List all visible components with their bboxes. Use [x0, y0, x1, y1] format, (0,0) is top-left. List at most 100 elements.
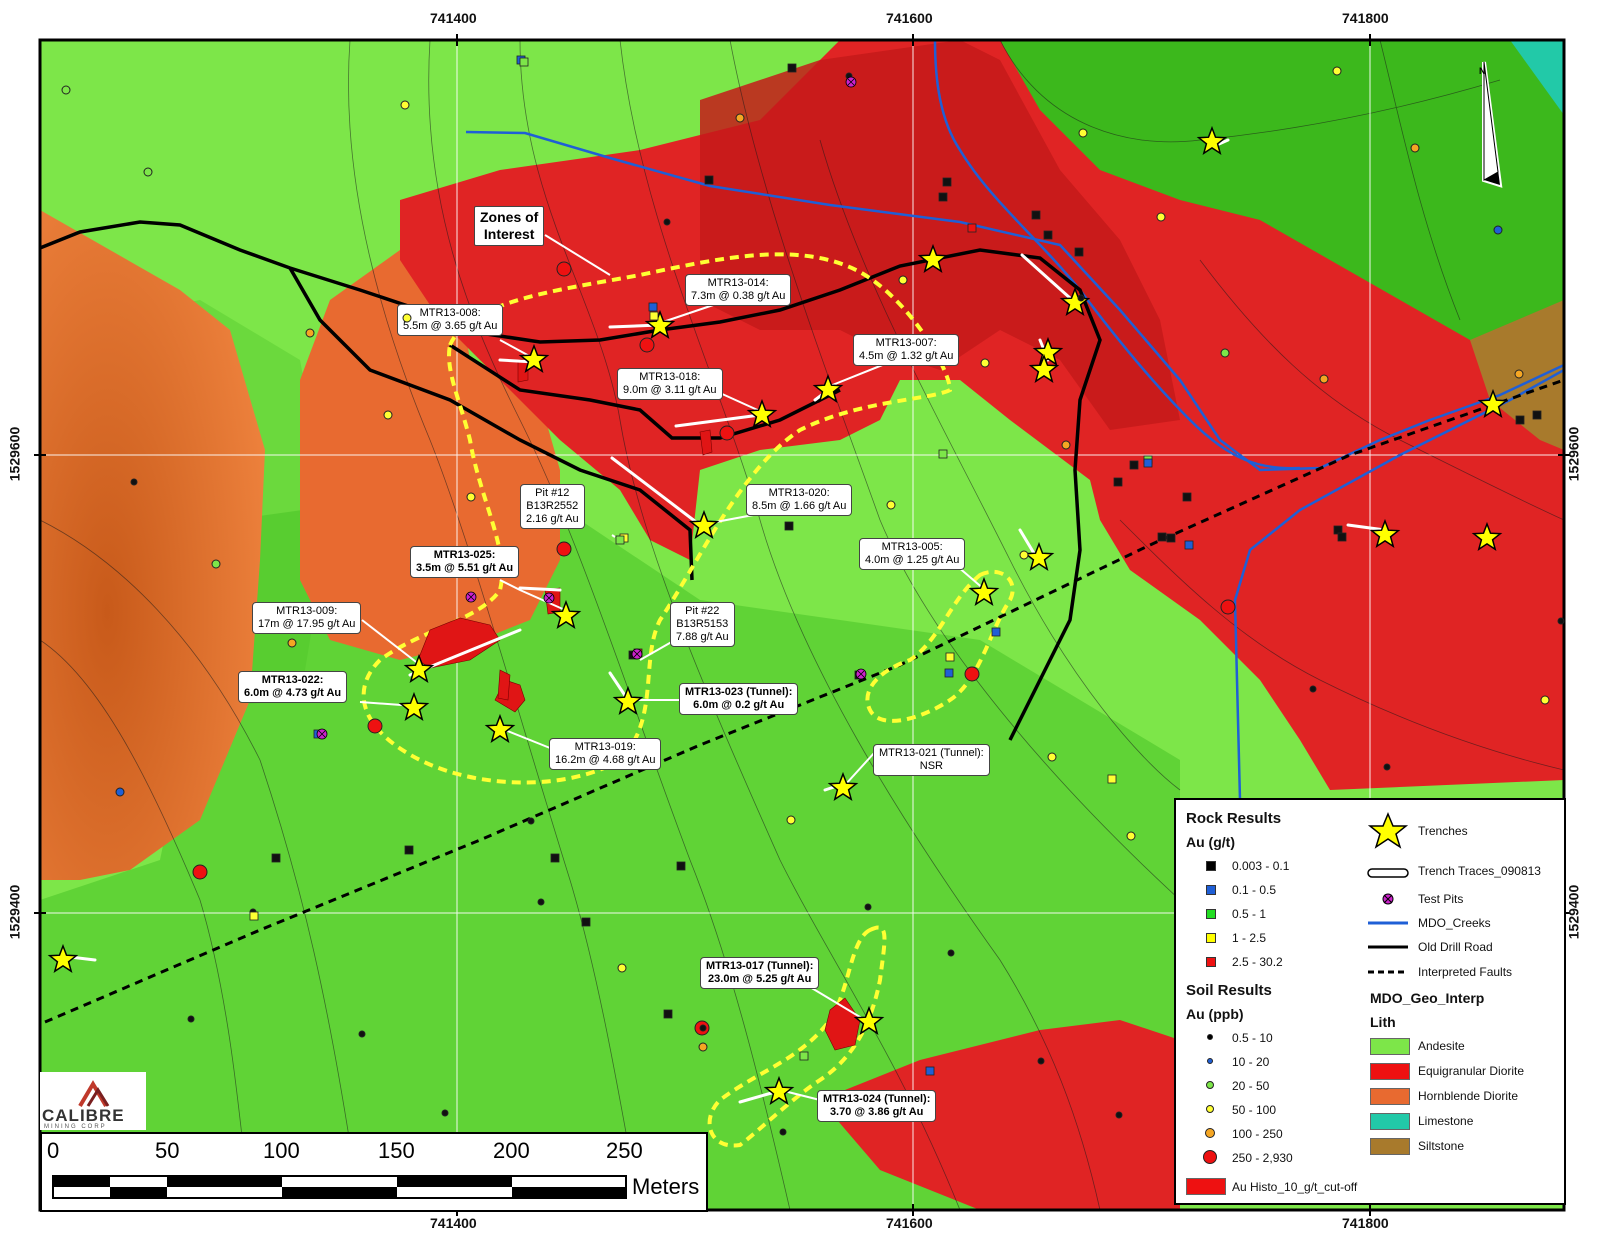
legend-creeks-label: MDO_Creeks: [1418, 916, 1491, 930]
legend: Rock Results Au (g/t) 0.003 - 0.1 0.1 - 0…: [1174, 798, 1566, 1205]
legend-rock-1-square-icon: [1206, 885, 1216, 895]
legend-soil-2-circle-icon: [1206, 1081, 1214, 1089]
legend-rock-2-square-icon: [1206, 909, 1216, 919]
callout-line: 16.2m @ 4.68 g/t Au: [555, 754, 656, 766]
hornblende-diorite-area: [40, 210, 265, 880]
legend-soil-title: Soil Results: [1186, 982, 1272, 999]
legend-soil-1-circle-icon: [1207, 1058, 1213, 1064]
legend-lith-0-label: Andesite: [1418, 1039, 1465, 1053]
callout-line: 6.0m @ 0.2 g/t Au: [693, 699, 785, 711]
equigranular-diorite-area-south: [820, 1020, 1180, 1210]
legend-faults-label: Interpreted Faults: [1418, 965, 1513, 979]
legend-trench-trace-icon: [1367, 868, 1409, 878]
legend-soil-0-circle-icon: [1207, 1034, 1213, 1040]
callout-mtr13-008: MTR13-008: 5.5m @ 3.65 g/t Au: [397, 304, 504, 336]
zones-of-interest-label: Zones of Interest: [474, 206, 545, 246]
au-histo-label: Au Histo_10_g/t_cut-off: [1232, 1180, 1358, 1194]
y-tick-1529600-right: 1529600: [1565, 426, 1582, 482]
callout-mtr13-017: MTR13-017 (Tunnel): 23.0m @ 5.25 g/t Au: [700, 957, 820, 989]
callout-line: B13R5153: [676, 618, 729, 630]
callout-line: MTR13-018:: [639, 371, 701, 383]
scale-label-0: 0: [47, 1138, 60, 1163]
callout-mtr13-024: MTR13-024 (Tunnel): 3.70 @ 3.86 g/t Au: [817, 1090, 937, 1122]
callout-mtr13-025: MTR13-025: 3.5m @ 5.51 g/t Au: [410, 546, 520, 578]
y-tick-1529400-right: 1529400: [1565, 884, 1582, 940]
fault-line: [44, 378, 1564, 1024]
x-tick-741600-bottom: 741600: [886, 1215, 933, 1231]
legend-rock-0-square-icon: [1206, 861, 1216, 871]
legend-soil-4-circle-icon: [1205, 1128, 1215, 1138]
legend-soil-unit: Au (ppb): [1186, 1006, 1244, 1022]
scale-label-50: 50: [155, 1138, 180, 1163]
callout-line: 8.5m @ 1.66 g/t Au: [752, 500, 847, 512]
callout-mtr13-005: MTR13-005: 4.0m @ 1.25 g/t Au: [859, 538, 966, 570]
scale-unit: Meters: [632, 1174, 700, 1199]
callout-pit-12: Pit #12 B13R2552 2.16 g/t Au: [520, 484, 585, 529]
legend-rock-3-square-icon: [1206, 933, 1216, 943]
legend-test-pits-label: Test Pits: [1418, 892, 1464, 906]
callout-line: 17m @ 17.95 g/t Au: [258, 618, 356, 630]
callout-mtr13-021: MTR13-021 (Tunnel): NSR: [873, 744, 990, 776]
callout-line: 7.3m @ 0.38 g/t Au: [691, 290, 786, 302]
callout-line: MTR13-014:: [707, 277, 769, 289]
callout-line: 2.16 g/t Au: [526, 513, 579, 525]
legend-soil-1-label: 10 - 20: [1232, 1055, 1270, 1069]
legend-rock-title: Rock Results: [1186, 810, 1282, 827]
callout-line: MTR13-008:: [419, 307, 481, 319]
callout-line: 4.5m @ 1.32 g/t Au: [859, 350, 954, 362]
logo-name: CALIBRE: [42, 1106, 125, 1125]
callout-line: 3.5m @ 5.51 g/t Au: [416, 562, 514, 574]
y-tick-1529600-left: 1529600: [6, 426, 23, 482]
callout-line: 23.0m @ 5.25 g/t Au: [708, 973, 812, 985]
callout-mtr13-020: MTR13-020: 8.5m @ 1.66 g/t Au: [746, 484, 853, 516]
callout-line: 4.0m @ 1.25 g/t Au: [865, 554, 960, 566]
scale-label-150: 150: [378, 1138, 415, 1163]
callout-line: MTR13-023 (Tunnel):: [685, 686, 793, 698]
siltstone-area: [1470, 300, 1564, 470]
scale-label-100: 100: [263, 1138, 300, 1163]
callout-line: MTR13-005:: [881, 541, 943, 553]
legend-soil-5-circle-icon: [1203, 1150, 1217, 1164]
callout-line: B13R2552: [526, 500, 579, 512]
legend-road-label: Old Drill Road: [1418, 940, 1493, 954]
callout-mtr13-018: MTR13-018: 9.0m @ 3.11 g/t Au: [617, 368, 723, 400]
callout-mtr13-019: MTR13-019: 16.2m @ 4.68 g/t Au: [549, 738, 662, 770]
callout-mtr13-009: MTR13-009: 17m @ 17.95 g/t Au: [252, 602, 362, 634]
legend-lith-1-label: Equigranular Diorite: [1418, 1064, 1525, 1078]
x-tick-741400-top: 741400: [430, 10, 477, 26]
callout-line: NSR: [919, 760, 943, 772]
callout-line: MTR13-019:: [574, 741, 636, 753]
callout-line: MTR13-017 (Tunnel):: [706, 960, 814, 972]
callout-line: 7.88 g/t Au: [676, 631, 729, 643]
equigranular-diorite-area: [400, 40, 1564, 790]
andesite-dark-area: [960, 40, 1564, 350]
zones-of-interest: [361, 252, 1015, 1148]
legend-lith-4-label: Siltstone: [1418, 1139, 1465, 1153]
legend-trench-traces-label: Trench Traces_090813: [1418, 864, 1541, 878]
logo-sub: MINING CORP: [44, 1124, 107, 1130]
callout-line: 5.5m @ 3.65 g/t Au: [403, 320, 498, 332]
scale-label-200: 200: [493, 1138, 530, 1163]
callout-line: MTR13-021 (Tunnel):: [879, 747, 984, 759]
legend-rock-3-label: 1 - 2.5: [1232, 931, 1267, 945]
legend-trenches-label: Trenches: [1418, 824, 1468, 838]
legend-rock-0-label: 0.003 - 0.1: [1232, 859, 1290, 873]
legend-soil-3-circle-icon: [1206, 1105, 1214, 1113]
x-tick-741400-bottom: 741400: [430, 1215, 477, 1231]
callout-line: 9.0m @ 3.11 g/t Au: [623, 384, 717, 396]
legend-lith-3-swatch: [1370, 1113, 1410, 1130]
callout-mtr13-014: MTR13-014: 7.3m @ 0.38 g/t Au: [685, 274, 792, 306]
x-tick-741800-top: 741800: [1342, 10, 1389, 26]
legend-rock-4-label: 2.5 - 30.2: [1232, 955, 1283, 969]
callout-line: Pit #22: [685, 605, 720, 617]
limestone-area: [1510, 40, 1564, 115]
north-arrow-icon: [1482, 61, 1503, 188]
au-histo-swatch: [1186, 1178, 1226, 1195]
callout-mtr13-007: MTR13-007: 4.5m @ 1.32 g/t Au: [853, 334, 960, 366]
callout-line: MTR13-022:: [261, 674, 324, 686]
legend-soil-5-label: 250 - 2,930: [1232, 1151, 1293, 1165]
callout-line: MTR13-025:: [433, 549, 496, 561]
legend-lith-0-swatch: [1370, 1038, 1410, 1055]
x-tick-741600-top: 741600: [886, 10, 933, 26]
